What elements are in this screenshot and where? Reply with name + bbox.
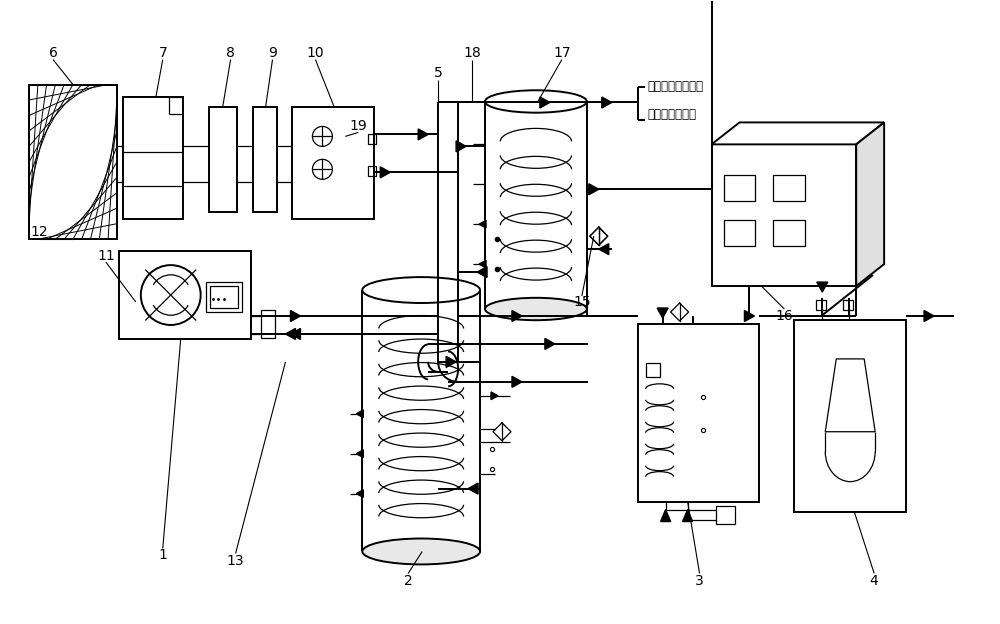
Polygon shape [744, 311, 754, 321]
Text: 卫生间中低温用水: 卫生间中低温用水 [648, 80, 704, 93]
Polygon shape [856, 122, 884, 286]
Polygon shape [924, 311, 934, 321]
Text: 9: 9 [268, 46, 277, 59]
Bar [843, 300, 853, 310]
Text: 4: 4 [870, 575, 879, 588]
Polygon shape [290, 328, 300, 339]
Polygon shape [290, 311, 300, 321]
Polygon shape [661, 510, 671, 522]
Bar [292, 107, 374, 219]
Polygon shape [479, 220, 486, 228]
Text: 1: 1 [158, 548, 167, 562]
Text: 3: 3 [695, 575, 704, 588]
Polygon shape [418, 129, 428, 140]
Polygon shape [589, 184, 599, 195]
Text: 18: 18 [463, 46, 481, 59]
Ellipse shape [485, 298, 587, 320]
Bar [646, 363, 660, 377]
Text: 15: 15 [573, 295, 591, 309]
Text: 12: 12 [30, 225, 48, 239]
Text: 6: 6 [49, 46, 57, 59]
Bar [368, 167, 376, 177]
Bar [368, 134, 376, 144]
Bar [716, 505, 735, 524]
Bar [816, 300, 826, 310]
Text: 淤浴间中温用水: 淤浴间中温用水 [648, 108, 697, 121]
Bar [29, 84, 117, 239]
Ellipse shape [485, 90, 587, 113]
Text: 7: 7 [158, 46, 167, 59]
Polygon shape [356, 410, 363, 417]
Polygon shape [456, 141, 466, 152]
Text: 5: 5 [434, 66, 443, 79]
Text: 13: 13 [227, 555, 244, 568]
Bar [724, 220, 755, 246]
Polygon shape [356, 450, 363, 457]
Circle shape [312, 127, 332, 147]
Polygon shape [602, 97, 612, 108]
Bar [210, 286, 238, 308]
Polygon shape [477, 266, 487, 278]
Polygon shape [468, 483, 478, 494]
Polygon shape [817, 282, 828, 292]
Bar [724, 175, 755, 202]
Text: 11: 11 [97, 249, 115, 263]
Text: 10: 10 [307, 46, 324, 59]
Text: 2: 2 [404, 575, 413, 588]
Text: 16: 16 [775, 309, 793, 323]
Polygon shape [545, 338, 555, 349]
Bar [638, 324, 759, 502]
Bar [773, 175, 805, 202]
Text: 17: 17 [553, 46, 571, 59]
Bar [794, 320, 906, 512]
Polygon shape [512, 376, 522, 388]
Bar [123, 97, 183, 219]
Polygon shape [512, 311, 522, 321]
Bar [712, 144, 856, 286]
Ellipse shape [362, 277, 480, 303]
Polygon shape [356, 490, 363, 497]
Text: 8: 8 [226, 46, 235, 59]
Polygon shape [683, 510, 693, 522]
Bar [253, 107, 277, 212]
Circle shape [141, 265, 201, 325]
Polygon shape [479, 260, 486, 268]
Bar [206, 282, 242, 312]
Bar [209, 107, 237, 212]
Bar [119, 251, 251, 339]
Bar [773, 220, 805, 246]
Polygon shape [657, 308, 668, 318]
Polygon shape [446, 356, 456, 368]
Text: 19: 19 [349, 119, 367, 134]
Polygon shape [599, 243, 609, 255]
Polygon shape [540, 97, 550, 108]
Ellipse shape [362, 539, 480, 565]
Polygon shape [491, 392, 498, 399]
Polygon shape [712, 122, 884, 144]
Polygon shape [380, 167, 390, 178]
Circle shape [312, 159, 332, 179]
Bar [261, 310, 275, 338]
Polygon shape [285, 328, 295, 339]
